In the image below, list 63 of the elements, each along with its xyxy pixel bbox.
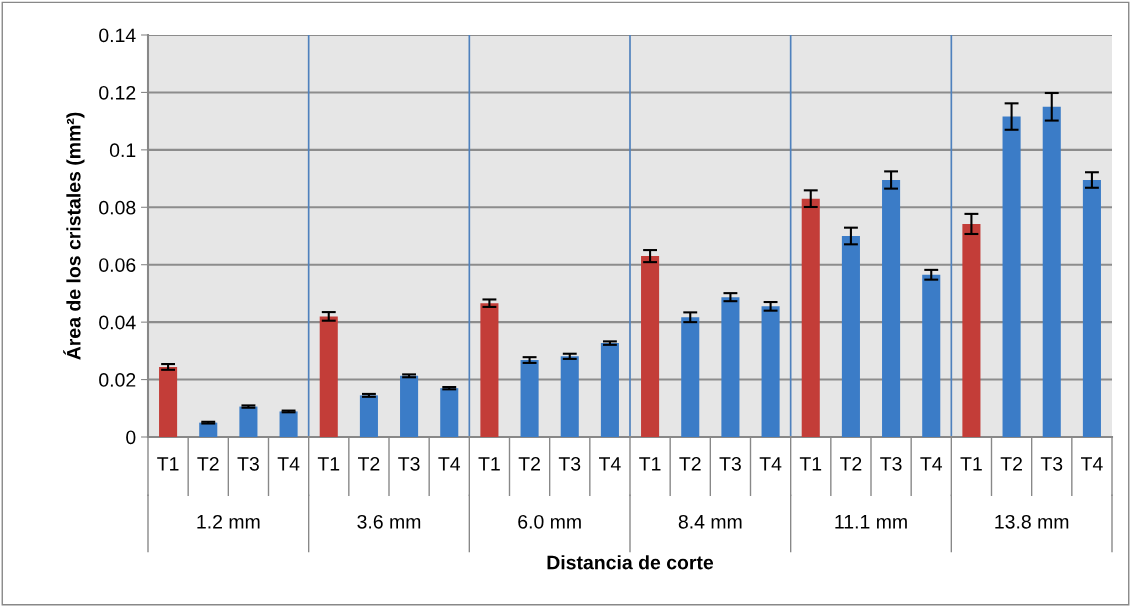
x-tick-label: T1 — [639, 457, 661, 471]
bar — [922, 274, 941, 437]
x-tick-label: T4 — [920, 457, 943, 471]
bar — [1082, 180, 1101, 437]
x-tick-label: T3 — [1040, 456, 1063, 471]
x-axis-title: Distancia de corte — [547, 555, 714, 570]
bar — [761, 306, 780, 437]
x-tick-label: T4 — [277, 457, 300, 471]
y-tick-label: 0.06 — [99, 258, 136, 272]
y-tick-label: 0.08 — [99, 200, 136, 215]
x-tick-label: T3 — [880, 456, 902, 471]
x-tick-label: T2 — [197, 456, 219, 471]
bar — [681, 317, 700, 437]
bar — [520, 360, 539, 437]
x-tick-label: T1 — [478, 457, 500, 471]
x-tick-label: T3 — [398, 456, 420, 471]
bar — [600, 343, 619, 437]
y-tick-label: 0 — [126, 430, 136, 445]
x-tick-label: T1 — [960, 457, 982, 471]
text: 1.2 mm — [197, 514, 260, 529]
y-tick-label: 0.02 — [99, 373, 136, 387]
x-tick-label: T2 — [1000, 456, 1022, 471]
x-tick-label: T2 — [840, 456, 862, 471]
text: 13.8 mm — [995, 514, 1069, 529]
x-tick-label: T2 — [679, 456, 701, 471]
x-tick-label: T2 — [358, 456, 380, 471]
bar — [841, 236, 860, 437]
bar — [1042, 106, 1061, 437]
y-tick-label: 0.14 — [99, 28, 136, 43]
y-tick-label: 0.1 — [109, 143, 136, 158]
x-tick-label: T1 — [317, 457, 340, 471]
text: 8.4 mm — [678, 514, 742, 529]
y-tick-label: 0.04 — [99, 315, 136, 330]
y-axis-title: Área de los cristales (mm²) — [63, 112, 85, 360]
bar — [721, 297, 740, 437]
text: 11.1 mm — [835, 515, 907, 529]
bar — [359, 395, 378, 437]
x-tick-label: T1 — [157, 457, 179, 471]
bar — [480, 303, 499, 437]
x-tick-label: T3 — [719, 456, 741, 471]
text: 3.6 mm — [357, 514, 421, 529]
x-tick-label: T3 — [237, 456, 259, 471]
bar — [440, 388, 459, 437]
bar — [239, 406, 258, 437]
x-tick-label: T3 — [558, 456, 581, 471]
bar — [801, 198, 820, 437]
bar — [560, 356, 579, 437]
text: 6.0 mm — [518, 514, 581, 529]
bar — [882, 180, 901, 437]
bar — [962, 223, 981, 437]
x-tick-label: T4 — [599, 457, 621, 471]
x-tick-label: T2 — [518, 456, 540, 471]
bar — [319, 316, 338, 437]
bar — [641, 256, 660, 437]
bar — [159, 366, 178, 437]
x-tick-label: T4 — [759, 457, 782, 471]
bar — [400, 375, 419, 437]
x-tick-label: T4 — [1081, 457, 1103, 471]
x-tick-label: T4 — [438, 457, 461, 471]
y-tick-label: 0.12 — [99, 85, 136, 100]
bar — [279, 411, 298, 437]
x-tick-label: T1 — [799, 457, 822, 471]
bar — [1002, 116, 1021, 437]
